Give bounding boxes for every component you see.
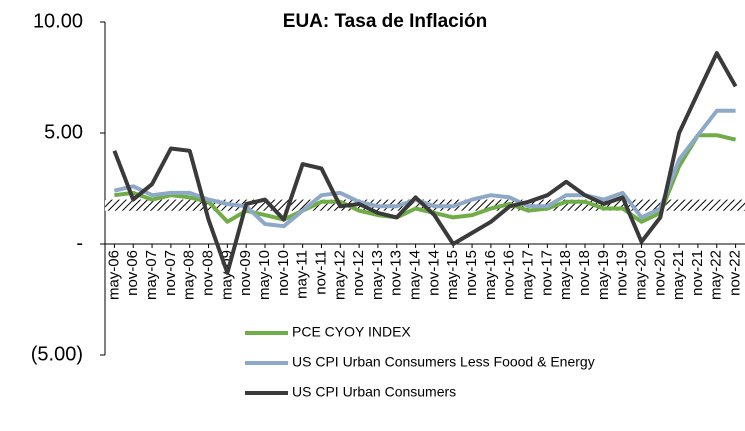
x-tick-label: nov-09 [237,250,254,296]
x-tick-label: nov-22 [727,250,744,296]
x-tick-label: may-22 [708,250,725,300]
x-tick-label: may-17 [519,250,536,300]
x-tick-label: nov-15 [463,250,480,296]
x-tick-label: nov-06 [124,250,141,296]
x-tick-label: may-06 [105,250,122,300]
x-tick-label: nov-14 [425,250,442,296]
x-tick-label: may-15 [444,250,461,300]
x-tick-label: nov-10 [275,250,292,296]
y-tick-label: - [76,232,83,254]
chart-title: EUA: Tasa de Inflación [283,11,487,32]
x-tick-label: may-12 [331,250,348,300]
x-tick-label: nov-16 [501,250,518,296]
x-tick-label: may-19 [595,250,612,300]
legend-label: US CPI Urban Consumers Less Foood & Ener… [292,354,595,370]
y-tick-label: (5.00) [31,343,83,365]
x-tick-label: nov-19 [614,250,631,296]
y-tick-label: 5.00 [44,121,83,143]
x-tick-label: nov-13 [388,250,405,296]
x-tick-label: nov-07 [162,250,179,296]
x-tick-label: nov-12 [350,250,367,296]
legend-label: PCE CYOY INDEX [292,324,411,340]
x-tick-label: nov-21 [689,250,706,296]
x-tick-label: may-10 [256,250,273,300]
x-tick-label: nov-17 [538,250,555,296]
x-tick-label: may-16 [482,250,499,300]
legend-label: US CPI Urban Consumers [292,384,456,400]
x-tick-label: may-08 [181,250,198,300]
x-tick-label: nov-11 [312,250,329,295]
x-tick-label: may-07 [143,250,160,300]
y-tick-label: 10.00 [33,10,83,32]
x-tick-label: may-20 [632,250,649,300]
series-line [113,108,736,229]
x-tick-label: nov-08 [199,250,216,296]
x-tick-label: nov-18 [576,250,593,296]
x-tick-label: may-14 [407,250,424,300]
x-tick-label: may-18 [557,250,574,300]
x-tick-label: nov-20 [651,250,668,296]
x-tick-label: may-11 [294,250,311,299]
series-line [112,51,738,275]
x-tick-label: may-21 [670,250,687,300]
x-tick-label: may-13 [369,250,386,300]
